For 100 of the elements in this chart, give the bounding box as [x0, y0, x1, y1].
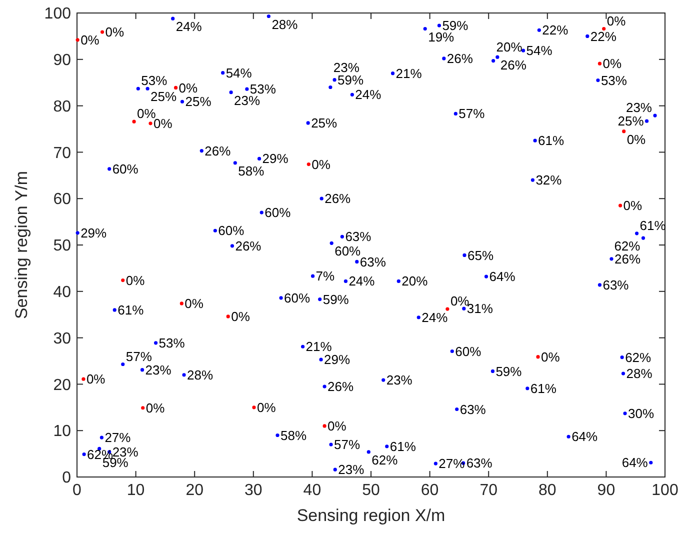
annotation: 62% [625, 350, 652, 365]
annotation: 60% [455, 344, 482, 359]
annotation: 26% [446, 51, 474, 66]
x-tick-label: 50 [362, 482, 380, 499]
annotation: 26% [614, 251, 641, 266]
annotation: 57% [458, 106, 486, 122]
annotation: 0% [105, 24, 125, 40]
annotation: 64% [572, 429, 598, 444]
annotation: 0% [178, 80, 198, 96]
annotation: 53% [141, 73, 168, 88]
point [174, 86, 178, 90]
annotation: 26% [204, 143, 232, 158]
annotation: 30% [628, 406, 654, 421]
point [121, 278, 125, 282]
point [536, 355, 540, 359]
annotation: 32% [536, 172, 562, 188]
annotation: 61% [118, 302, 144, 318]
annotation: 26% [328, 379, 354, 394]
annotation: 0% [86, 372, 106, 387]
point [602, 26, 606, 31]
y-axis-title: Sensing region Y/m [12, 170, 31, 320]
annotation: 57% [334, 437, 360, 452]
annotation: 54% [526, 43, 553, 58]
point [100, 30, 104, 34]
y-tick-label: 50 [53, 238, 72, 255]
x-tick-label: 90 [597, 482, 616, 499]
y-tick-label: 10 [53, 423, 72, 440]
annotation: 63% [466, 456, 493, 471]
annotation: 0% [126, 272, 146, 288]
y-tick-label: 20 [53, 376, 72, 394]
annotation: 28% [272, 16, 298, 32]
annotation: 0% [80, 32, 100, 48]
annotation: 62% [614, 238, 641, 254]
annotation: 59% [496, 364, 522, 379]
annotation: 28% [626, 366, 653, 382]
y-tick-label: 80 [53, 98, 72, 116]
annotation: 0% [328, 418, 347, 434]
annotation: 60% [218, 223, 245, 238]
x-tick-label: 40 [303, 482, 322, 499]
annotation: 23% [333, 60, 360, 75]
point [618, 204, 622, 208]
annotation: 25% [185, 94, 212, 110]
point [622, 130, 626, 134]
point [306, 162, 310, 166]
annotation: 59% [322, 292, 350, 307]
annotation: 29% [324, 352, 350, 368]
y-tick-label: 70 [53, 144, 72, 162]
point [76, 38, 80, 42]
point [226, 314, 230, 318]
y-tick-label: 60 [53, 191, 72, 208]
annotation: 58% [238, 163, 265, 178]
annotation: 29% [262, 151, 289, 166]
point [141, 406, 145, 410]
point [446, 307, 450, 311]
annotation: 63% [460, 402, 486, 417]
annotation: 23% [386, 372, 413, 388]
annotation: 26% [500, 58, 527, 73]
x-tick-label: 20 [186, 482, 204, 499]
annotation: 26% [235, 238, 262, 254]
annotation: 23% [338, 462, 365, 478]
annotation: 53% [158, 335, 186, 350]
annotation: 58% [280, 428, 307, 443]
annotation: 20% [402, 274, 428, 289]
y-tick-label: 90 [53, 52, 72, 69]
annotation: 27% [438, 456, 466, 472]
annotation: 0% [312, 156, 331, 172]
point [252, 406, 256, 410]
annotation: 64% [622, 455, 648, 470]
annotation: 63% [345, 229, 372, 244]
annotation: 61% [530, 380, 557, 396]
annotation: 23% [145, 362, 172, 378]
annotation: 53% [600, 72, 628, 88]
x-tick-label: 80 [538, 482, 556, 499]
annotation: 22% [542, 22, 569, 38]
annotation: 62% [372, 452, 398, 468]
annotation: 59% [338, 72, 364, 88]
annotation: 0% [146, 400, 166, 416]
point [598, 62, 602, 66]
annotation: 25% [150, 89, 178, 104]
annotation: 24% [176, 19, 202, 34]
point [148, 122, 152, 126]
annotation: 0% [626, 132, 646, 147]
annotation: 25% [618, 114, 644, 129]
annotation: 60% [112, 161, 139, 176]
annotation: 24% [422, 310, 448, 325]
annotation: 0% [606, 13, 626, 28]
y-tick-label: 40 [53, 284, 72, 301]
point [180, 302, 184, 306]
annotation: 21% [306, 339, 332, 354]
annotation: 61% [390, 438, 416, 454]
annotation: 64% [489, 269, 516, 284]
annotation: 65% [467, 248, 494, 263]
annotation: 61% [538, 133, 565, 148]
annotation: 60% [264, 205, 292, 220]
annotation: 60% [284, 290, 310, 306]
point [322, 424, 326, 428]
y-tick-label: 30 [53, 330, 72, 348]
x-tick-label: 10 [126, 482, 145, 499]
annotation: 22% [590, 28, 617, 44]
annotation: 57% [126, 348, 152, 364]
